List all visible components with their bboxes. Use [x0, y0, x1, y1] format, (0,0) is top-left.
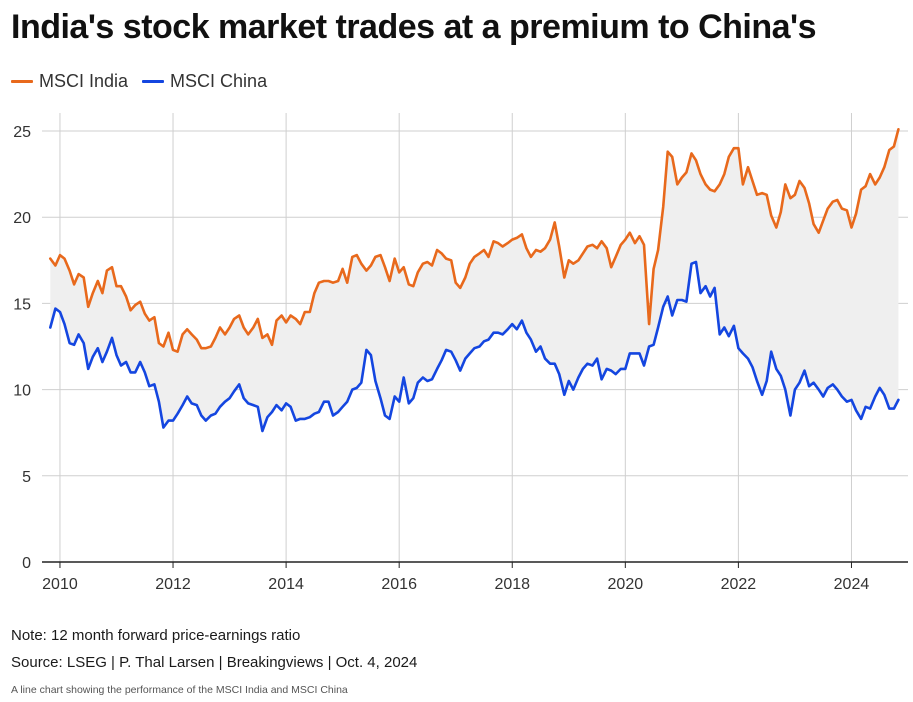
msci-india-line [48, 128, 900, 354]
x-tick-label: 2014 [268, 576, 304, 593]
series-lines [48, 128, 900, 433]
legend-item-china: MSCI China [142, 71, 267, 92]
legend: MSCI India MSCI China [11, 71, 281, 92]
legend-swatch-india [11, 80, 33, 83]
y-tick-label: 10 [13, 383, 31, 400]
x-tick-label: 2010 [42, 576, 78, 593]
legend-label-india: MSCI India [39, 71, 129, 91]
chart-title: India's stock market trades at a premium… [11, 8, 817, 46]
legend-swatch-china [142, 80, 165, 83]
premium-band [50, 129, 899, 432]
y-tick-label: 25 [13, 124, 31, 141]
legend-label-china: MSCI China [170, 71, 268, 91]
x-tick-label: 2024 [834, 576, 870, 593]
y-tick-label: 20 [13, 210, 31, 227]
msci-china-line [48, 260, 900, 433]
y-tick-label: 5 [22, 469, 31, 486]
x-tick-label: 2012 [155, 576, 191, 593]
x-tick-label: 2022 [721, 576, 757, 593]
axes: 0 5 10 15 20 25 2010 2012 2014 2016 2018 2020 2022 20… [13, 124, 908, 593]
x-tick-label: 2016 [381, 576, 417, 593]
chart-caption: A line chart showing the performance of … [11, 684, 348, 696]
chart-note: Note: 12 month forward price-earnings ra… [11, 627, 301, 644]
line-chart: 0 5 10 15 20 25 2010 2012 2014 2016 2018 2020 2022 20… [13, 113, 908, 593]
y-tick-label: 15 [13, 296, 31, 313]
chart-source: Source: LSEG | P. Thal Larsen | Breaking… [11, 654, 418, 671]
legend-item-india: MSCI India [11, 71, 128, 92]
premium-band-area [50, 129, 899, 432]
x-tick-label: 2018 [494, 576, 530, 593]
y-tick-label: 0 [22, 555, 31, 572]
x-tick-label: 2020 [608, 576, 644, 593]
